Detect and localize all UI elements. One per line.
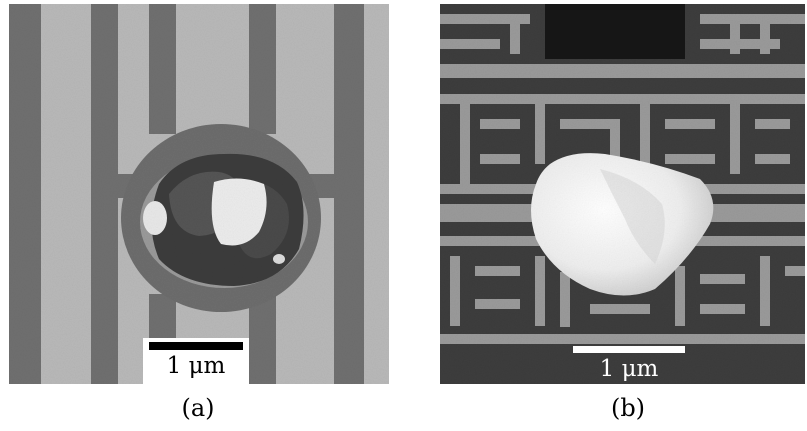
scale-bar-b-line bbox=[573, 346, 685, 353]
scale-bar-a-line bbox=[149, 342, 243, 350]
scale-bar-a: 1 μm bbox=[143, 338, 249, 384]
sem-image-a-graphic bbox=[9, 4, 389, 384]
sem-image-b: 1 μm bbox=[440, 4, 805, 384]
scale-bar-a-label: 1 μm bbox=[166, 353, 226, 379]
scale-bar-b-label: 1 μm bbox=[599, 356, 659, 382]
sem-image-a: 1 μm bbox=[9, 4, 389, 384]
caption-b: (b) bbox=[610, 394, 646, 422]
sem-image-b-graphic bbox=[440, 4, 805, 384]
scale-bar-b: 1 μm bbox=[573, 346, 685, 384]
caption-a: (a) bbox=[181, 394, 215, 422]
